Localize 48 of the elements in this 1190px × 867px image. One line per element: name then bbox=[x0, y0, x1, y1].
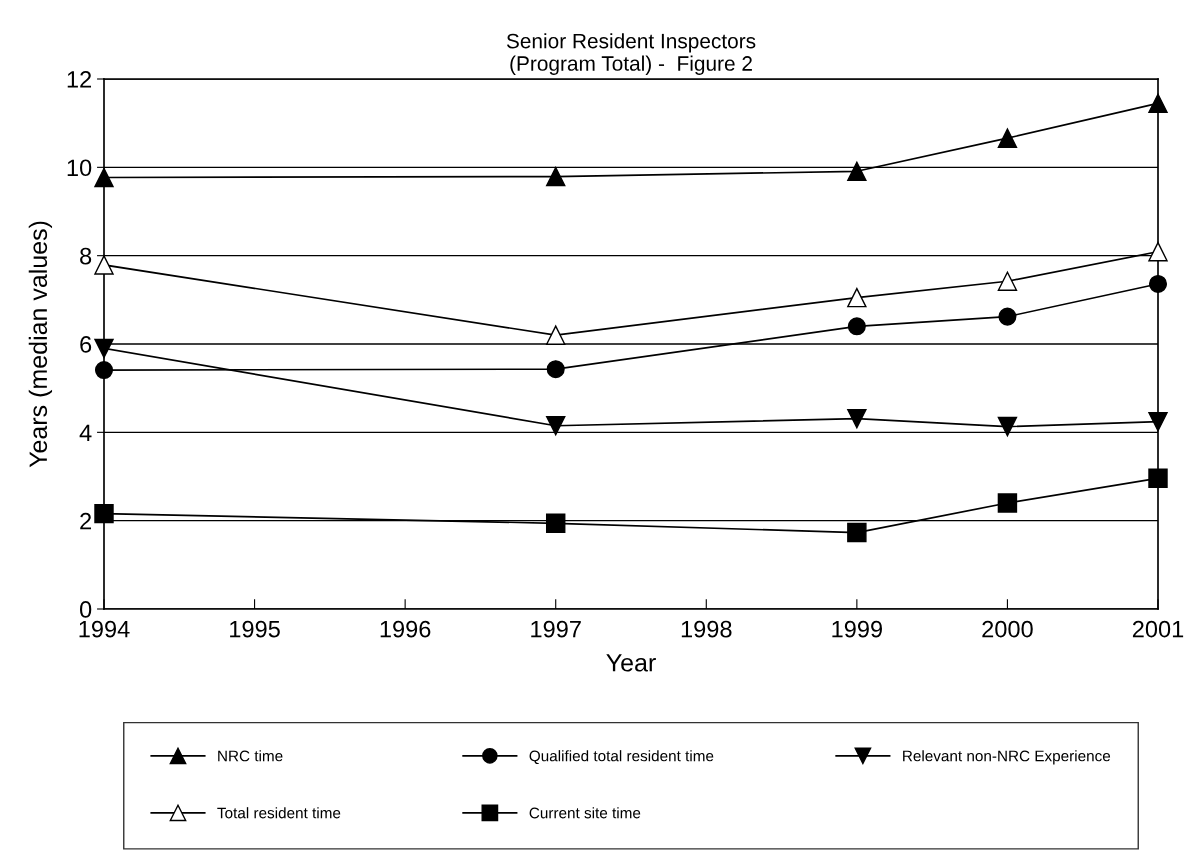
point bbox=[1148, 274, 1168, 293]
point bbox=[1148, 241, 1168, 262]
point bbox=[546, 360, 565, 379]
legend-label: Total resident time bbox=[217, 807, 341, 819]
point bbox=[1148, 412, 1168, 432]
x-tick-label: 1998 bbox=[681, 620, 732, 638]
y-tick-label: 12 bbox=[67, 71, 92, 88]
point bbox=[847, 317, 866, 336]
x-tick-label: 2000 bbox=[982, 620, 1033, 638]
y-tick-label: 0 bbox=[79, 601, 92, 618]
y-tick-label: 4 bbox=[79, 424, 92, 441]
x-tick-label: 1997 bbox=[531, 620, 581, 638]
point bbox=[997, 128, 1018, 148]
point bbox=[94, 255, 114, 275]
y-tick-label: 2 bbox=[80, 512, 92, 530]
point bbox=[998, 307, 1017, 326]
x-tick-label: 2001 bbox=[1132, 620, 1184, 638]
point bbox=[545, 325, 566, 345]
point bbox=[997, 493, 1018, 513]
chart-title: Senior Resident Inspectors (Program Total) - Figure 2 bbox=[506, 33, 756, 75]
point bbox=[94, 167, 114, 188]
x-axis-title: Year bbox=[606, 654, 656, 672]
point bbox=[545, 513, 566, 534]
x-tick-label: 1994 bbox=[79, 620, 130, 638]
point bbox=[94, 338, 114, 359]
x-tick-label: 1995 bbox=[230, 620, 280, 638]
x-tick-label: 1999 bbox=[832, 620, 882, 638]
y-tick-label: 8 bbox=[80, 247, 92, 265]
x-tick-label: 1996 bbox=[380, 620, 431, 638]
point bbox=[847, 408, 867, 429]
point bbox=[94, 503, 114, 524]
point bbox=[1148, 468, 1168, 488]
point bbox=[997, 271, 1018, 292]
legend-label: NRC time bbox=[218, 750, 283, 762]
point bbox=[847, 161, 867, 182]
legend-label: Relevant non-NRC Experience bbox=[903, 750, 1111, 765]
point bbox=[1148, 93, 1168, 114]
point bbox=[94, 361, 114, 380]
point bbox=[997, 416, 1018, 437]
legend-label: Qualified total resident time bbox=[529, 750, 714, 765]
y-axis-title: Years (median values) bbox=[28, 221, 53, 468]
y-tick-label: 6 bbox=[80, 336, 92, 353]
point bbox=[545, 415, 566, 436]
point bbox=[545, 166, 566, 187]
point bbox=[847, 522, 867, 543]
point bbox=[847, 287, 867, 308]
y-tick-label: 10 bbox=[67, 159, 92, 177]
legend-label: Current site time bbox=[529, 807, 641, 819]
